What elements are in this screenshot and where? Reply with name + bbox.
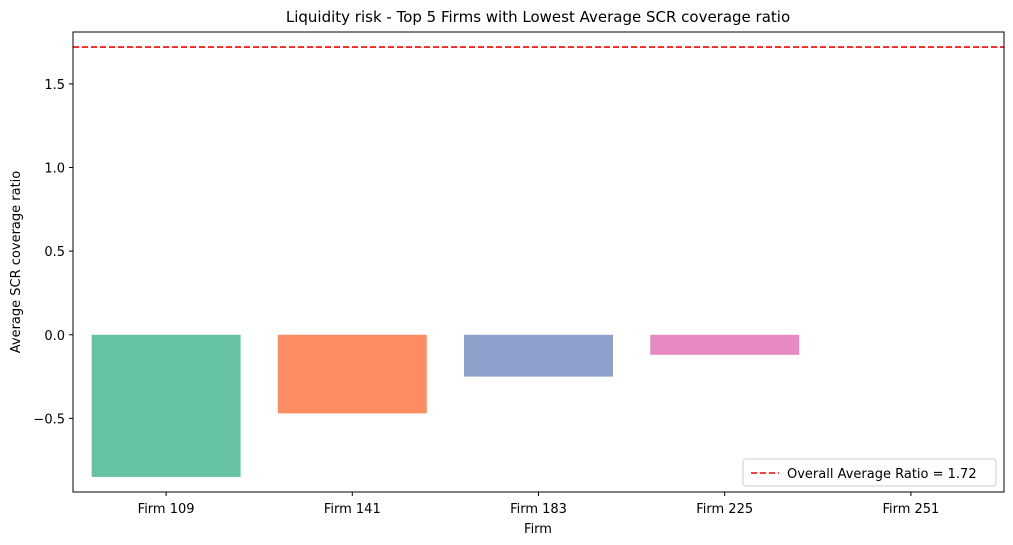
y-tick-label: 1.5: [44, 78, 65, 93]
x-tick-label: Firm 251: [882, 502, 939, 517]
chart-title: Liquidity risk - Top 5 Firms with Lowest…: [286, 8, 790, 26]
x-tick-label: Firm 109: [138, 502, 195, 517]
bar: [650, 334, 800, 355]
y-tick-label: 1.0: [44, 161, 65, 176]
bar: [464, 334, 613, 377]
x-axis-label: Firm: [524, 522, 552, 537]
y-tick-label: 0.5: [44, 245, 65, 260]
plot-frame: [72, 31, 1005, 493]
legend-box: [742, 458, 997, 487]
y-tick-label: −0.5: [33, 412, 65, 427]
x-tick-label: Firm 225: [696, 502, 753, 517]
legend-label: Overall Average Ratio = 1.72: [787, 467, 977, 482]
x-tick-label: Firm 141: [324, 502, 381, 517]
x-axis-ticks: Firm 109 Firm 141 Firm 183 Firm 225 Firm 251: [138, 492, 939, 517]
bar: [277, 334, 427, 414]
bar: [91, 334, 241, 477]
x-tick-label: Firm 183: [510, 502, 567, 517]
y-axis-ticks: −0.5 0.0 0.5 1.0 1.5: [33, 78, 73, 427]
bars: [91, 334, 800, 477]
y-tick-label: 0.0: [44, 329, 65, 344]
legend: Overall Average Ratio = 1.72: [742, 458, 997, 487]
y-axis-label: Average SCR coverage ratio: [9, 171, 24, 354]
